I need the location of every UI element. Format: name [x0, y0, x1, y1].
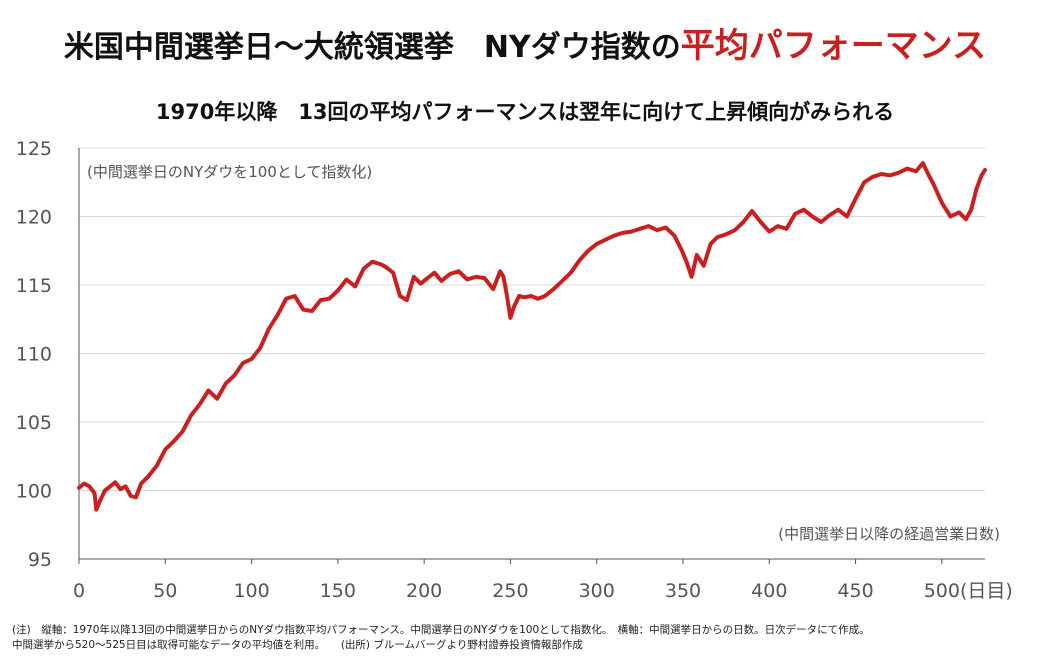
footnote-2: 中間選挙から520～525日目は取得可能なデータの平均値を利用。 (出所) ブル… [12, 639, 583, 651]
y-tick-label: 95 [28, 549, 52, 571]
x-axis-ticks: 0 50 100 150 200 250 300 350 400 450 500 [73, 559, 960, 602]
x-tick-label: 0 [73, 580, 85, 602]
x-tick-label: 450 [837, 580, 873, 602]
y-tick-label: 125 [16, 138, 52, 160]
x-tick-label: 350 [665, 580, 701, 602]
x-tick-label: 150 [320, 580, 356, 602]
chart-subtitle: 1970年以降 13回の平均パフォーマンスは翌年に向けて上昇傾向がみられる [155, 100, 895, 124]
chart-title: 米国中間選挙日～大統領選挙 NYダウ指数の平均パフォーマンス [0, 18, 1050, 67]
x-tick-label: 300 [579, 580, 615, 602]
y-tick-label: 115 [16, 275, 52, 297]
x-tick-label: 100 [233, 580, 269, 602]
y-tick-label: 120 [16, 207, 52, 229]
grid-lines [79, 147, 985, 491]
series-line [77, 161, 987, 512]
y-tick-label: 100 [16, 481, 52, 503]
x-tick-label: 250 [492, 580, 528, 602]
chart-title-main: 米国中間選挙日～大統領選挙 NYダウ指数の [63, 30, 681, 65]
y-tick-label: 105 [16, 412, 52, 434]
x-axis-unit: (日目) [960, 580, 1013, 602]
series-group [77, 161, 987, 512]
x-tick-label: 200 [406, 580, 442, 602]
x-axis-note: (中間選挙日以降の経過営業日数) [778, 525, 1000, 543]
x-tick-label: 50 [153, 580, 177, 602]
x-tick-label: 500 [924, 580, 960, 602]
y-axis-ticks: 95 100 105 110 115 120 125 [16, 138, 52, 571]
x-tick-label: 400 [751, 580, 787, 602]
y-tick-label: 110 [16, 344, 52, 366]
footnote-1: (注) 縦軸：1970年以降13回の中間選挙日からのNYダウ指数平均パフォーマン… [12, 624, 870, 636]
chart-title-highlight: 平均パフォーマンス [680, 26, 987, 66]
y-axis-note: (中間選挙日のNYダウを100として指数化) [87, 163, 372, 181]
